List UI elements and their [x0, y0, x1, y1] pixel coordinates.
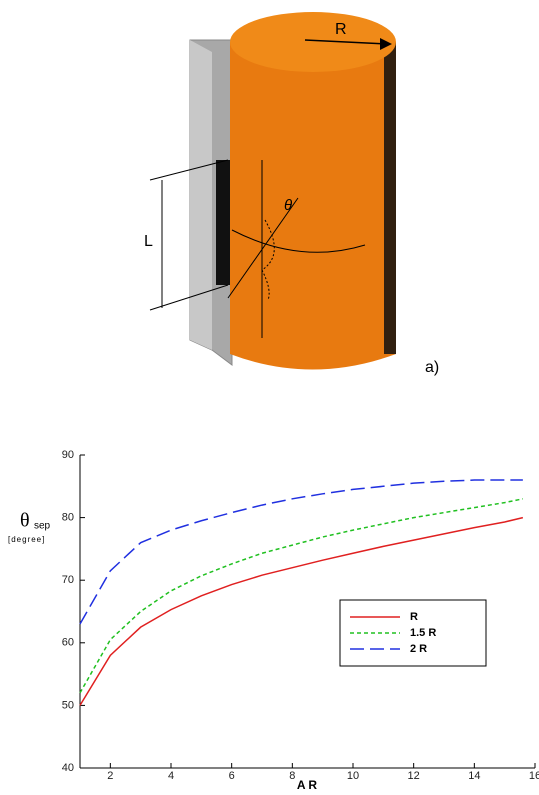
y-label-unit: [degree] [8, 535, 45, 544]
x-tick-label: 16 [529, 770, 539, 782]
legend-label: 1.5 R [410, 627, 436, 639]
panel-label: a) [425, 359, 439, 376]
plate-side [190, 40, 212, 350]
x-tick-label: 10 [347, 770, 359, 782]
y-tick-label: 50 [62, 699, 74, 711]
cylinder-diagram: R L θ a) [144, 12, 439, 376]
x-label: A R [297, 778, 318, 792]
cylinder-bottom [230, 42, 396, 370]
x-tick-label: 14 [468, 770, 480, 782]
y-tick-label: 70 [62, 574, 74, 586]
cylinder-shadow [384, 42, 396, 354]
length-label: L [144, 233, 153, 250]
y-tick-label: 40 [62, 762, 74, 774]
angle-label: θ [284, 197, 292, 214]
y-tick-label: 60 [62, 637, 74, 649]
y-tick-label: 90 [62, 449, 74, 461]
y-label-symbol: θ [20, 510, 30, 532]
x-tick-label: 6 [229, 770, 235, 782]
x-tick-label: 2 [107, 770, 113, 782]
cylinder-top [230, 12, 396, 72]
figure: R L θ a) θ sep [degree] A R 40 50 60 70 80 90… [0, 0, 539, 795]
legend-label: 2 R [410, 643, 427, 655]
legend-label: R [410, 611, 418, 623]
radius-label: R [335, 21, 347, 38]
x-tick-label: 4 [168, 770, 174, 782]
x-tick-label: 8 [289, 770, 295, 782]
y-label-subscript: sep [34, 521, 51, 532]
x-tick-label: 12 [408, 770, 420, 782]
y-tick-label: 80 [62, 512, 74, 524]
slot [216, 160, 230, 285]
